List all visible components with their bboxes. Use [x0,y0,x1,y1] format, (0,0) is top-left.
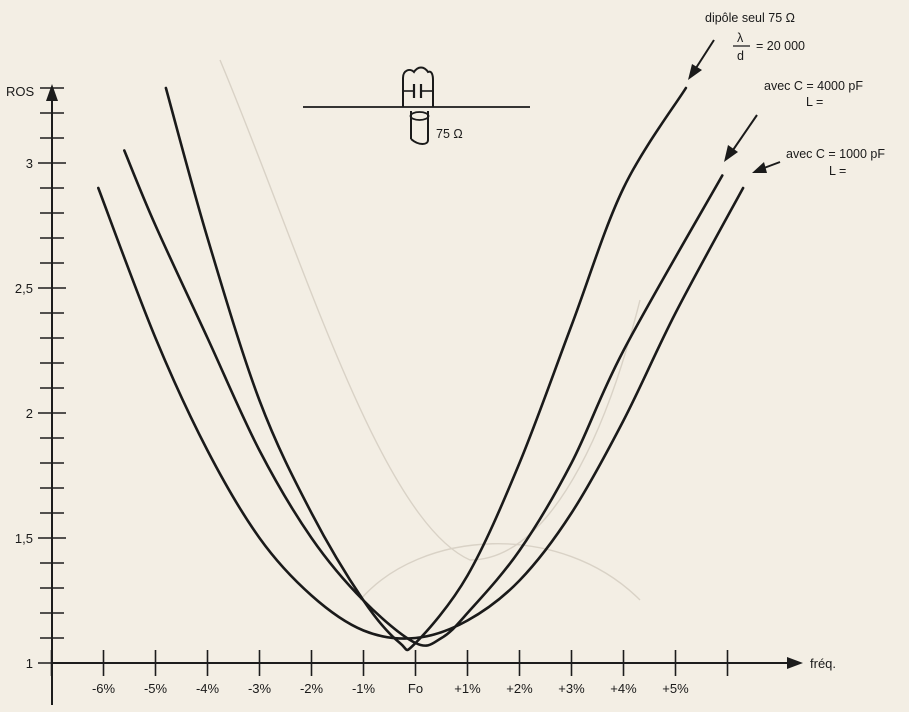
annotation-ratio-denominator: d [737,49,744,63]
x-tick-label: +2% [506,681,533,696]
x-axis-label: fréq. [810,656,836,671]
dipole-schematic-icon: 75 Ω [303,66,530,145]
y-tick-label: 2 [26,406,33,421]
capacitor-loop [402,66,434,107]
annotation-dipole: dipôle seul 75 Ω λ d = 20 000 [688,11,805,80]
annotation-arrow-head [724,145,738,162]
y-tick-label: 1 [26,656,33,671]
x-tick-marks [50,650,729,676]
annotation-c1000: avec C = 1000 pF L = [752,147,885,178]
annotation-arrow-line [763,161,781,169]
series-line-dipole [164,86,688,652]
y-tick-label: 1,5 [15,531,33,546]
background-ghost-curve [219,59,641,561]
x-tick-label: -4% [196,681,220,696]
y-tick-labels: 1 1,5 2 2,5 3 [15,156,33,671]
x-tick-label: +4% [610,681,637,696]
y-tick-label: 2,5 [15,281,33,296]
annotation-c4000-line1: avec C = 4000 pF [764,79,863,93]
x-tick-label: -2% [300,681,324,696]
x-tick-labels: -6% -5% -4% -3% -2% -1% Fo +1% +2% +3% +4% +5% [92,681,689,696]
background-ghost-curve [359,543,641,601]
annotation-dipole-title: dipôle seul 75 Ω [705,11,795,25]
y-tick-label: 3 [26,156,33,171]
x-tick-label: +5% [662,681,689,696]
y-axis-label: ROS [6,84,35,99]
annotation-arrow-head [752,162,767,173]
annotation-ratio-value: = 20 000 [756,39,805,53]
x-tick-label: -3% [248,681,272,696]
annotation-c4000-line2: L = [806,95,823,109]
x-axis-arrow [787,657,803,669]
x-tick-label: -1% [352,681,376,696]
x-tick-label: +1% [454,681,481,696]
x-tick-label: +3% [558,681,585,696]
series-group [97,86,745,652]
annotation-c1000-line2: L = [829,164,846,178]
annotation-arrow-line [732,114,758,151]
annotation-c4000: avec C = 4000 pF L = [724,79,863,162]
x-tick-label: -5% [144,681,168,696]
series-line-c1000 [97,186,745,640]
series-line-c4000 [123,149,724,647]
annotation-ratio-numerator: λ [737,31,744,45]
x-tick-label: -6% [92,681,116,696]
annotation-arrow-line [695,39,715,69]
annotation-c1000-line1: avec C = 1000 pF [786,147,885,161]
coax-cable-end [409,111,430,121]
x-tick-label: Fo [408,681,423,696]
annotation-arrow-head [688,64,702,80]
y-tick-marks [38,87,66,664]
y-axis-arrow [46,84,58,101]
coax-cable [410,111,429,145]
impedance-label: 75 Ω [436,127,463,141]
